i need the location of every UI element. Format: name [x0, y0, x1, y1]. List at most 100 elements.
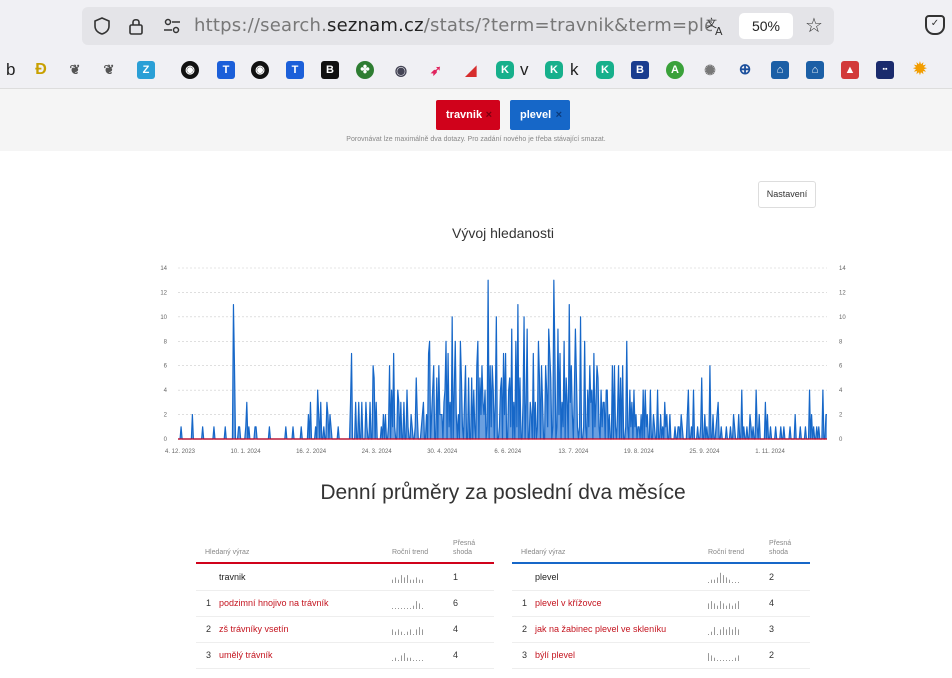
row-value: 6 — [453, 598, 459, 608]
y-tick-label-left: 14 — [160, 266, 167, 272]
row-number: 1 — [206, 598, 212, 608]
y-tick-label-right: 2 — [839, 413, 843, 419]
row-value: 1 — [453, 572, 459, 582]
url-text[interactable]: https://search.seznam.cz/stats/?term=tra… — [194, 15, 712, 36]
x-tick-label: 6. 6. 2024 — [494, 449, 521, 455]
column-header-term: Hledaný výraz — [521, 549, 566, 556]
bookmark-sun-icon[interactable]: ✹ — [913, 61, 927, 78]
pocket-icon[interactable]: ✓ — [925, 15, 945, 35]
table-row[interactable]: 3 umělý trávník 4 — [196, 642, 494, 669]
bookmark-k[interactable]: k — [570, 60, 579, 79]
table-row-main[interactable]: plevel 2 — [512, 564, 810, 591]
table-row[interactable]: 1 plevel v křížovce 4 — [512, 590, 810, 617]
y-tick-label-left: 4 — [164, 388, 168, 394]
bookmark-tab2-icon[interactable]: ⌂ — [806, 61, 824, 79]
row-term[interactable]: plevel — [535, 572, 559, 582]
row-term-link[interactable]: zš trávníky vsetín — [219, 624, 289, 634]
x-tick-label: 1. 11. 2024 — [755, 449, 785, 455]
bookmark-b[interactable]: b — [6, 60, 16, 79]
table-row[interactable]: 2 zš trávníky vsetín 4 — [196, 616, 494, 643]
url-bar[interactable]: https://search.seznam.cz/stats/?term=tra… — [82, 7, 834, 45]
bookmark-k3-icon[interactable]: K — [596, 61, 614, 79]
chart-title: Vývoj hledanosti — [452, 225, 554, 241]
table-row[interactable]: 2 jak na žabinec plevel ve skleníku 3 — [512, 616, 810, 643]
bookmark-owl2-icon[interactable]: ❦ — [103, 62, 115, 77]
term-chip-plevel[interactable]: plevel × — [510, 100, 570, 130]
row-value: 2 — [769, 572, 775, 582]
bookmark-circle-icon[interactable]: ⊕ — [738, 61, 752, 78]
bookmark-radio2-icon[interactable]: ◉ — [251, 61, 269, 79]
bookmark-b-icon[interactable]: B — [321, 61, 339, 79]
bookmark-bdot-icon[interactable]: B — [631, 61, 649, 79]
row-number: 3 — [522, 650, 528, 660]
row-term-link[interactable]: býlí plevel — [535, 650, 576, 660]
bookmark-gear-icon[interactable]: ✺ — [704, 62, 716, 78]
zoom-level[interactable]: 50% — [739, 13, 793, 39]
y-tick-label-right: 12 — [839, 290, 846, 296]
row-value: 4 — [453, 650, 459, 660]
table-row[interactable]: 1 podzimní hnojivo na trávník 6 — [196, 590, 494, 617]
term-chip-travnik[interactable]: travnik × — [436, 100, 500, 130]
permissions-icon[interactable] — [162, 16, 182, 36]
y-tick-label-left: 0 — [164, 437, 168, 443]
table-row-main[interactable]: travnik 1 — [196, 564, 494, 591]
bookmark-k2-icon[interactable]: K — [545, 61, 563, 79]
bookmark-star-icon[interactable]: ☆ — [805, 15, 823, 37]
row-term-link[interactable]: podzimní hnojivo na trávník — [219, 598, 329, 608]
svg-text:文: 文 — [706, 16, 717, 30]
bookmarks-bar: b Ð ❦ ❦ Z ◉ T ◉ T B ✤ ◉ ➶ ◢ K v K k K B … — [0, 52, 952, 89]
table-accent-line — [196, 562, 494, 564]
bookmark-eye-icon[interactable]: ◉ — [394, 62, 408, 78]
remove-term-icon[interactable]: × — [485, 109, 492, 121]
row-number: 2 — [522, 624, 528, 634]
svg-text:A: A — [715, 25, 723, 37]
row-term-link[interactable]: jak na žabinec plevel ve skleníku — [535, 624, 667, 634]
y-tick-label-left: 12 — [160, 290, 167, 296]
lock-icon[interactable] — [126, 16, 146, 36]
bookmark-cteni-icon[interactable]: ▪▪ — [876, 61, 894, 79]
bookmark-v[interactable]: v — [520, 60, 529, 79]
y-tick-label-left: 2 — [164, 413, 168, 419]
y-tick-label-right: 8 — [839, 339, 843, 345]
table-accent-line — [512, 562, 810, 564]
bookmark-z-icon[interactable]: Z — [137, 61, 155, 79]
bookmark-leaf-icon[interactable]: ✤ — [356, 61, 374, 79]
x-tick-label: 30. 4. 2024 — [427, 449, 458, 455]
column-header-exact: Přesná shoda — [769, 540, 792, 556]
remove-term-icon[interactable]: × — [555, 109, 562, 121]
y-tick-label-left: 6 — [164, 364, 168, 370]
row-term-link[interactable]: umělý trávník — [219, 650, 273, 660]
bookmark-bird-icon[interactable]: ➶ — [430, 62, 442, 78]
bookmark-t2-icon[interactable]: T — [286, 61, 304, 79]
y-tick-label-left: 8 — [164, 339, 168, 345]
y-tick-label-right: 0 — [839, 437, 843, 443]
row-value: 4 — [769, 598, 775, 608]
row-value: 2 — [769, 650, 775, 660]
row-value: 4 — [453, 624, 459, 634]
sparkline-icon — [708, 627, 739, 635]
bookmark-d-icon[interactable]: Ð — [35, 61, 47, 78]
table-row[interactable]: 3 býlí plevel 2 — [512, 642, 810, 669]
bookmark-k-icon[interactable]: K — [496, 61, 514, 79]
bookmark-tab-icon[interactable]: ⌂ — [771, 61, 789, 79]
bookmark-radio-icon[interactable]: ◉ — [181, 61, 199, 79]
row-term[interactable]: travnik — [219, 572, 246, 582]
column-header-term: Hledaný výraz — [205, 549, 250, 556]
column-header-exact: Přesná shoda — [453, 540, 476, 556]
row-term-link[interactable]: plevel v křížovce — [535, 598, 602, 608]
bookmark-red-icon[interactable]: ▲ — [841, 61, 859, 79]
row-value: 3 — [769, 624, 775, 634]
term-chip-label: travnik — [446, 109, 483, 121]
x-tick-label: 4. 12. 2023 — [165, 449, 196, 455]
bookmark-t-icon[interactable]: T — [217, 61, 235, 79]
bookmark-flag-icon[interactable]: ◢ — [465, 62, 477, 78]
x-tick-label: 24. 3. 2024 — [362, 449, 393, 455]
shield-icon[interactable] — [92, 16, 112, 36]
sparkline-icon — [708, 572, 739, 583]
y-tick-label-right: 6 — [839, 364, 843, 370]
bookmark-a-icon[interactable]: A — [666, 61, 684, 79]
settings-button[interactable]: Nastavení — [758, 181, 816, 208]
bookmark-owl-icon[interactable]: ❦ — [69, 62, 81, 77]
section-title: Denní průměry za poslední dva měsíce — [320, 481, 686, 504]
